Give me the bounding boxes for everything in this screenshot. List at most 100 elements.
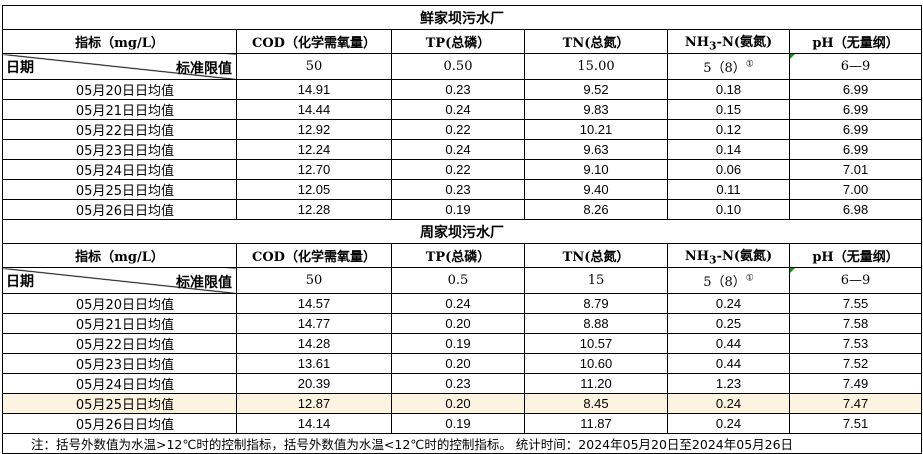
cell-date[interactable]: 05月23日日均值 [2,139,237,160]
cell-nh3[interactable]: 1.23 [667,373,790,394]
cell-ph[interactable]: 7.52 [788,353,923,374]
cell-date[interactable]: 05月23日日均值 [2,353,237,374]
cell-date[interactable]: 05月25日日均值 [2,393,237,414]
std-nh3[interactable]: 5（8）① [667,53,790,80]
header-cod[interactable]: COD（化学需氧量） [236,29,392,54]
cell-nh3[interactable]: 0.24 [667,293,790,314]
cell-date[interactable]: 05月26日日均值 [2,413,237,434]
header-ph[interactable]: pH（无量纲） [788,29,923,54]
cell-date[interactable]: 05月22日日均值 [2,333,237,354]
cell-nh3[interactable]: 0.24 [667,393,790,414]
cell-ph[interactable]: 7.00 [788,179,923,200]
header-ph[interactable]: pH（无量纲） [788,243,923,268]
cell-tp[interactable]: 0.20 [391,393,525,414]
cell-cod[interactable]: 12.87 [236,393,392,414]
cell-tp[interactable]: 0.23 [391,179,525,200]
cell-cod[interactable]: 14.28 [236,333,392,354]
cell-nh3[interactable]: 0.11 [667,179,790,200]
cell-cod[interactable]: 12.70 [236,159,392,180]
cell-tn[interactable]: 8.88 [524,313,668,334]
std-tp[interactable]: 0.50 [391,53,525,80]
cell-nh3[interactable]: 0.06 [667,159,790,180]
std-tp[interactable]: 0.5 [391,267,525,294]
cell-ph[interactable]: 7.01 [788,159,923,180]
cell-tp[interactable]: 0.20 [391,353,525,374]
cell-tn[interactable]: 9.40 [524,179,668,200]
cell-tn[interactable]: 9.10 [524,159,668,180]
cell-date[interactable]: 05月20日日均值 [2,79,237,100]
plant-title[interactable]: 鲜家坝污水厂 [1,5,923,30]
cell-tp[interactable]: 0.19 [391,199,525,220]
cell-ph[interactable]: 6.99 [788,99,923,120]
header-tn[interactable]: TN(总氮） [524,243,668,268]
header-tn[interactable]: TN(总氮） [524,29,668,54]
cell-date[interactable]: 05月26日日均值 [2,199,237,220]
cell-nh3[interactable]: 0.12 [667,119,790,140]
cell-ph[interactable]: 7.47 [788,393,923,414]
cell-tp[interactable]: 0.24 [391,139,525,160]
header-nh3[interactable]: NH3-N(氨氮) [667,243,790,268]
cell-ph[interactable]: 7.49 [788,373,923,394]
date-standard-diagonal-cell[interactable]: 日期 标准限值 [2,267,237,294]
std-ph[interactable]: 6—9 [788,267,923,294]
cell-tn[interactable]: 8.26 [524,199,668,220]
cell-date[interactable]: 05月22日日均值 [2,119,237,140]
cell-cod[interactable]: 13.61 [236,353,392,374]
footnote[interactable]: 注：括号外数值为水温>12℃时的控制指标，括号外数值为水温<12℃时的控制指标。… [1,433,923,454]
cell-tp[interactable]: 0.19 [391,413,525,434]
cell-cod[interactable]: 20.39 [236,373,392,394]
cell-nh3[interactable]: 0.10 [667,199,790,220]
cell-nh3[interactable]: 0.14 [667,139,790,160]
header-tp[interactable]: TP(总磷） [391,243,525,268]
cell-ph[interactable]: 6.99 [788,119,923,140]
std-cod[interactable]: 50 [236,267,392,294]
std-ph[interactable]: 6—9 [788,53,923,80]
cell-nh3[interactable]: 0.15 [667,99,790,120]
cell-ph[interactable]: 6.98 [788,199,923,220]
cell-nh3[interactable]: 0.18 [667,79,790,100]
cell-cod[interactable]: 14.91 [236,79,392,100]
cell-cod[interactable]: 14.44 [236,99,392,120]
cell-ph[interactable]: 7.53 [788,333,923,354]
cell-nh3[interactable]: 0.25 [667,313,790,334]
cell-cod[interactable]: 12.92 [236,119,392,140]
cell-ph[interactable]: 7.55 [788,293,923,314]
std-cod[interactable]: 50 [236,53,392,80]
cell-tn[interactable]: 11.20 [524,373,668,394]
cell-tp[interactable]: 0.24 [391,293,525,314]
cell-date[interactable]: 05月25日日均值 [2,179,237,200]
cell-nh3[interactable]: 0.24 [667,413,790,434]
cell-date[interactable]: 05月24日日均值 [2,373,237,394]
cell-date[interactable]: 05月21日日均值 [2,99,237,120]
cell-cod[interactable]: 14.57 [236,293,392,314]
cell-ph[interactable]: 6.99 [788,139,923,160]
cell-tn[interactable]: 9.52 [524,79,668,100]
cell-ph[interactable]: 7.51 [788,413,923,434]
header-indicator[interactable]: 指标（mg/L） [2,29,237,54]
cell-tp[interactable]: 0.24 [391,99,525,120]
cell-tn[interactable]: 8.79 [524,293,668,314]
cell-cod[interactable]: 14.14 [236,413,392,434]
std-nh3[interactable]: 5（8）① [667,267,790,294]
header-indicator[interactable]: 指标（mg/L） [2,243,237,268]
cell-cod[interactable]: 14.77 [236,313,392,334]
cell-tn[interactable]: 10.21 [524,119,668,140]
date-standard-diagonal-cell[interactable]: 日期 标准限值 [2,53,237,80]
cell-tn[interactable]: 8.45 [524,393,668,414]
std-tn[interactable]: 15 [524,267,668,294]
cell-tp[interactable]: 0.22 [391,159,525,180]
cell-tp[interactable]: 0.22 [391,119,525,140]
header-tp[interactable]: TP(总磷） [391,29,525,54]
cell-tn[interactable]: 11.87 [524,413,668,434]
cell-date[interactable]: 05月24日日均值 [2,159,237,180]
cell-tn[interactable]: 10.57 [524,333,668,354]
cell-date[interactable]: 05月20日日均值 [2,293,237,314]
cell-nh3[interactable]: 0.44 [667,333,790,354]
cell-cod[interactable]: 12.05 [236,179,392,200]
plant-title[interactable]: 周家坝污水厂 [1,219,923,244]
cell-ph[interactable]: 7.58 [788,313,923,334]
cell-tp[interactable]: 0.23 [391,79,525,100]
cell-tn[interactable]: 10.60 [524,353,668,374]
cell-tn[interactable]: 9.83 [524,99,668,120]
cell-tp[interactable]: 0.23 [391,373,525,394]
